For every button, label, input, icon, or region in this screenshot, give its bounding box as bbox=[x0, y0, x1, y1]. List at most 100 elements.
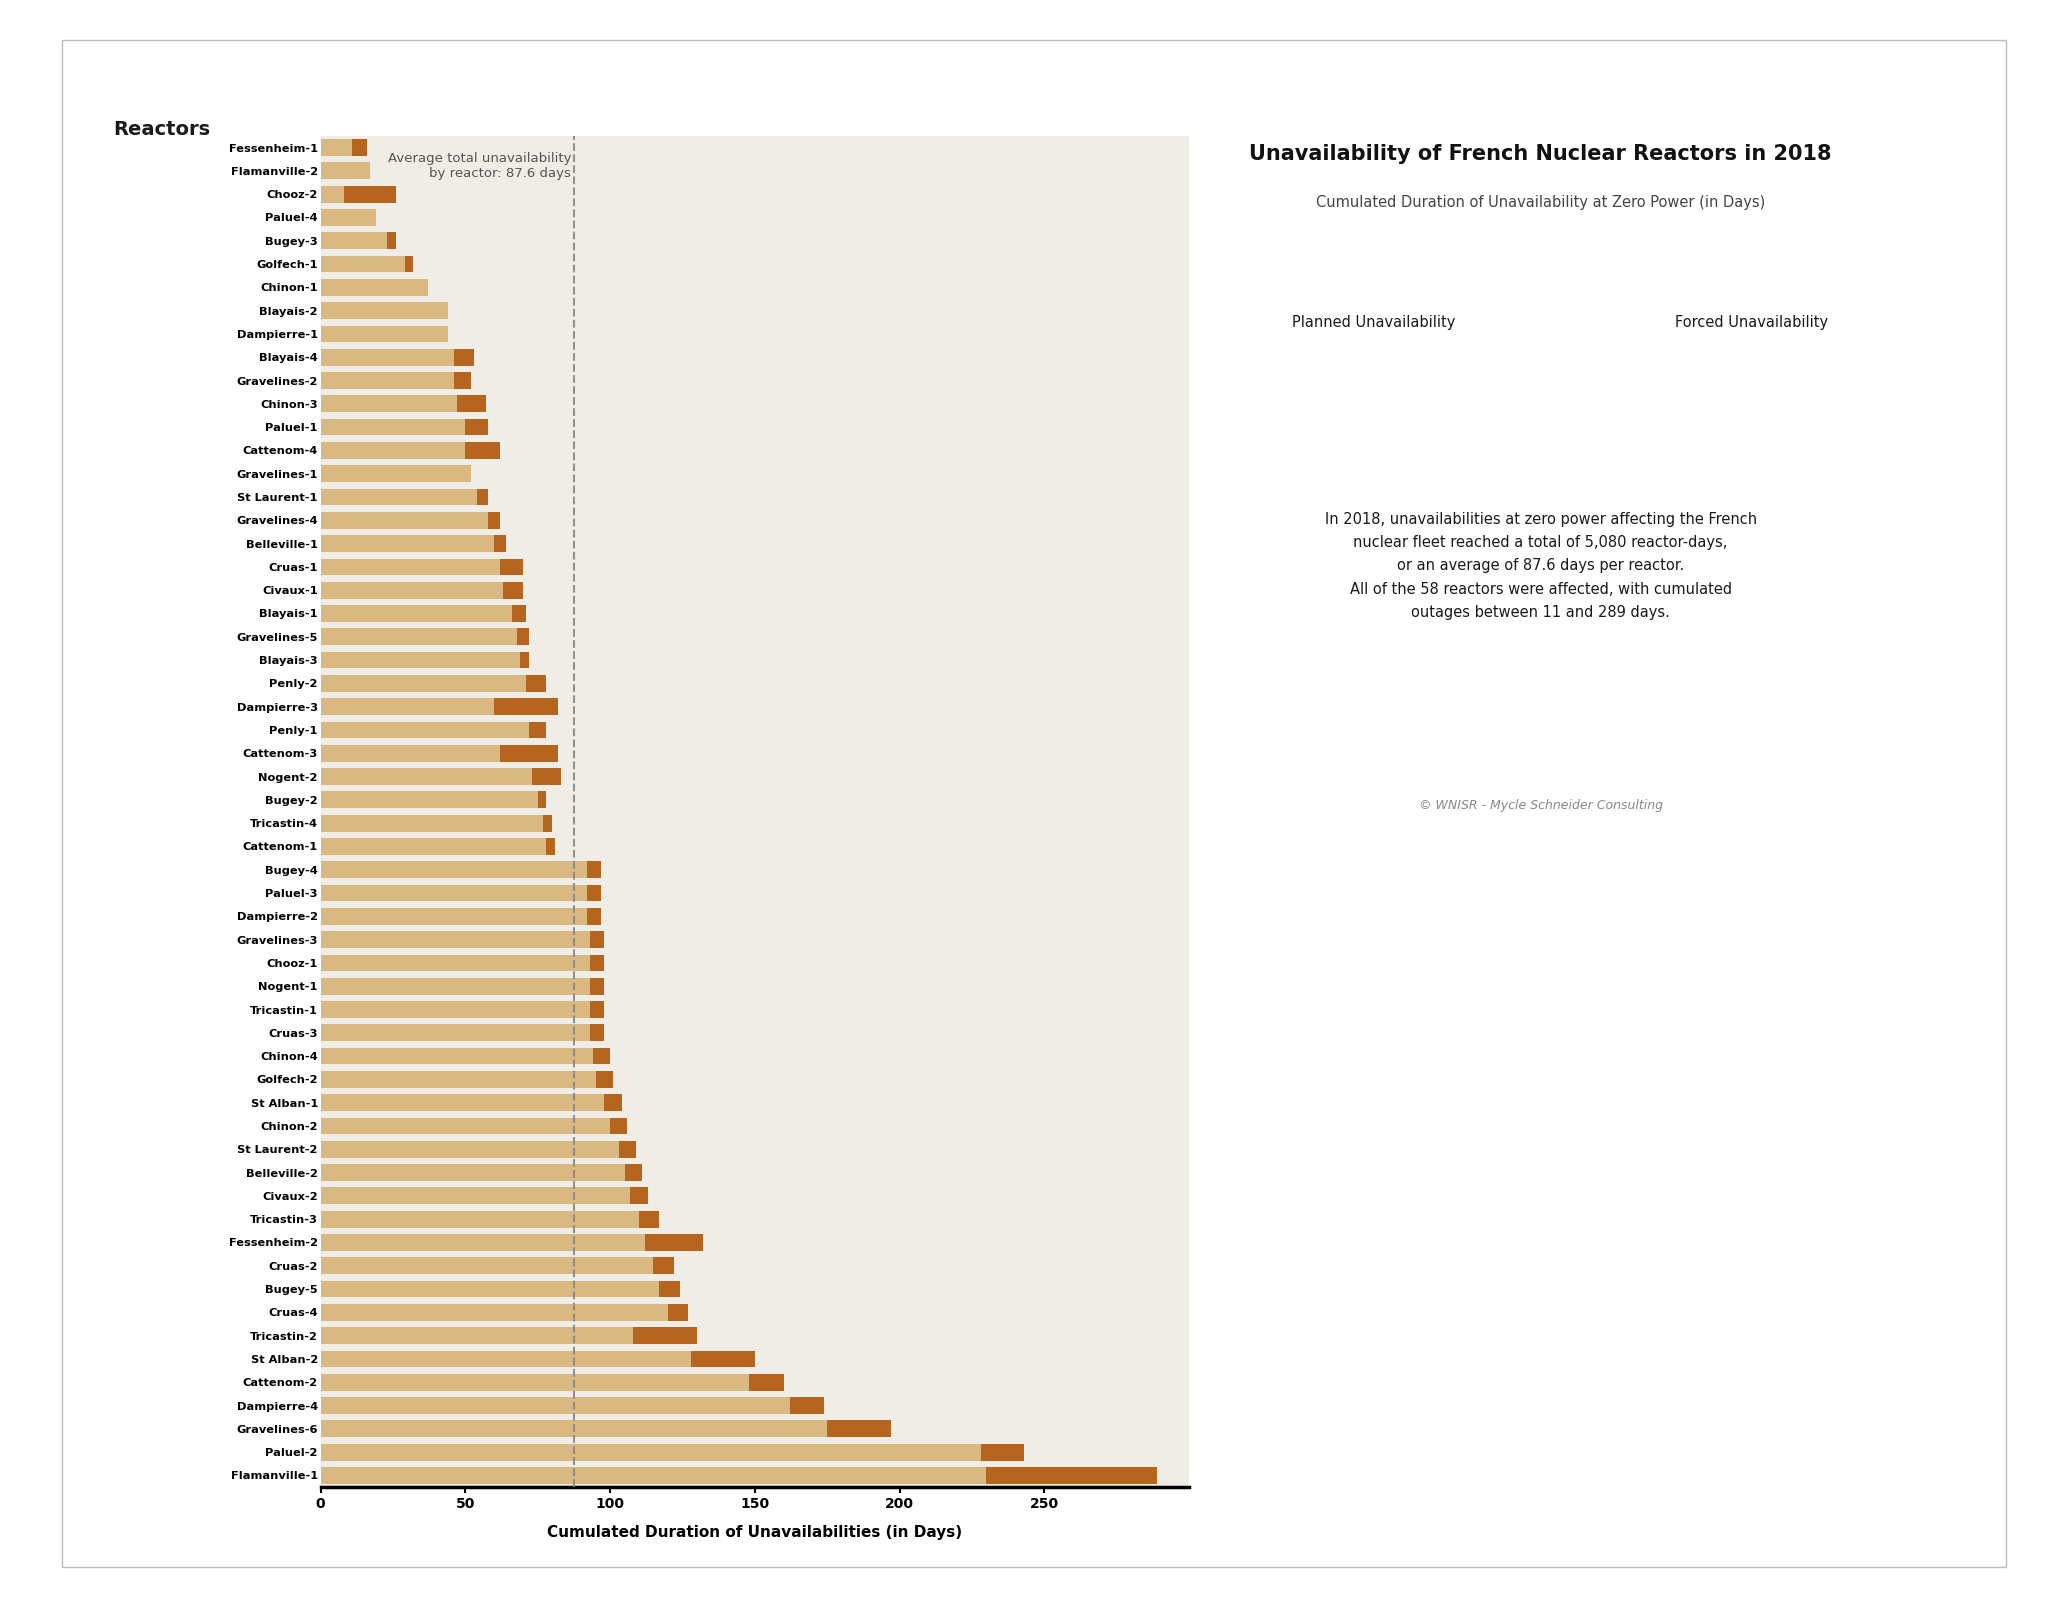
Bar bbox=[321, 721, 529, 739]
Bar bbox=[321, 278, 428, 296]
Bar bbox=[321, 209, 376, 225]
Bar bbox=[596, 1071, 612, 1087]
Text: © WNISR - Mycle Schneider Consulting: © WNISR - Mycle Schneider Consulting bbox=[1419, 800, 1663, 812]
Bar bbox=[321, 908, 587, 924]
Bar bbox=[321, 302, 449, 320]
Bar bbox=[457, 395, 486, 413]
Bar bbox=[321, 163, 370, 179]
Bar bbox=[321, 628, 517, 644]
Bar bbox=[321, 884, 587, 902]
Bar bbox=[604, 1094, 622, 1111]
Text: Unavailability of French Nuclear Reactors in 2018: Unavailability of French Nuclear Reactor… bbox=[1249, 144, 1832, 165]
Bar bbox=[321, 862, 587, 878]
Text: Cumulated Duration of Unavailability at Zero Power (in Days): Cumulated Duration of Unavailability at … bbox=[1315, 195, 1766, 209]
Bar bbox=[321, 395, 457, 413]
Bar bbox=[587, 884, 602, 902]
Bar bbox=[321, 373, 453, 389]
Bar bbox=[321, 419, 465, 435]
Bar bbox=[321, 1374, 749, 1391]
Bar bbox=[405, 256, 414, 272]
Bar bbox=[538, 792, 546, 807]
Bar bbox=[653, 1257, 674, 1274]
Bar bbox=[529, 721, 546, 739]
Bar bbox=[321, 1001, 589, 1019]
Bar bbox=[488, 512, 500, 529]
Bar bbox=[594, 1047, 610, 1065]
Bar bbox=[321, 1234, 645, 1250]
Bar bbox=[321, 1444, 980, 1460]
Bar bbox=[691, 1351, 755, 1367]
Bar bbox=[321, 699, 494, 715]
Bar bbox=[980, 1444, 1024, 1460]
Bar bbox=[465, 419, 488, 435]
Bar bbox=[321, 1210, 639, 1228]
Bar bbox=[790, 1398, 825, 1414]
Bar bbox=[525, 675, 546, 692]
Bar bbox=[668, 1303, 689, 1321]
Bar bbox=[321, 815, 544, 831]
Bar bbox=[321, 256, 405, 272]
Bar bbox=[321, 558, 500, 576]
Bar bbox=[343, 185, 395, 203]
Bar bbox=[321, 465, 472, 481]
Bar bbox=[589, 1025, 604, 1041]
Bar bbox=[321, 1466, 986, 1484]
Bar bbox=[546, 838, 554, 855]
Bar bbox=[321, 1047, 594, 1065]
Text: Reactors: Reactors bbox=[114, 120, 211, 139]
Bar bbox=[321, 1327, 633, 1345]
Bar bbox=[544, 815, 552, 831]
Bar bbox=[321, 1398, 790, 1414]
Bar bbox=[517, 628, 529, 644]
Bar bbox=[321, 489, 478, 505]
Bar bbox=[321, 675, 525, 692]
Bar bbox=[321, 1281, 660, 1297]
Bar bbox=[321, 979, 589, 995]
Bar bbox=[321, 838, 546, 855]
Bar bbox=[321, 232, 387, 249]
Bar bbox=[589, 1001, 604, 1019]
Bar bbox=[321, 349, 453, 366]
Bar bbox=[494, 699, 558, 715]
Bar bbox=[827, 1420, 891, 1438]
Bar bbox=[321, 185, 343, 203]
Bar bbox=[521, 652, 529, 668]
Bar bbox=[587, 862, 602, 878]
Bar bbox=[321, 652, 521, 668]
Text: Average total unavailability
by reactor: 87.6 days: Average total unavailability by reactor:… bbox=[389, 152, 571, 181]
Bar bbox=[321, 768, 531, 785]
Bar bbox=[321, 1094, 604, 1111]
Bar bbox=[587, 908, 602, 924]
Bar bbox=[321, 326, 449, 342]
Bar bbox=[321, 536, 494, 552]
Bar bbox=[321, 1118, 610, 1134]
Bar bbox=[321, 582, 503, 598]
Bar bbox=[625, 1164, 641, 1182]
Bar bbox=[321, 955, 589, 971]
Bar bbox=[503, 582, 523, 598]
Bar bbox=[321, 139, 352, 157]
Bar bbox=[633, 1327, 697, 1345]
X-axis label: Cumulated Duration of Unavailabilities (in Days): Cumulated Duration of Unavailabilities (… bbox=[548, 1525, 962, 1540]
Bar bbox=[321, 1303, 668, 1321]
Bar bbox=[321, 1257, 653, 1274]
Bar bbox=[589, 979, 604, 995]
Bar bbox=[321, 1025, 589, 1041]
Bar bbox=[321, 1351, 691, 1367]
Bar bbox=[352, 139, 366, 157]
Text: Planned Unavailability: Planned Unavailability bbox=[1292, 315, 1456, 331]
Bar bbox=[453, 373, 472, 389]
Bar bbox=[321, 441, 465, 459]
Bar bbox=[618, 1142, 637, 1158]
Bar bbox=[986, 1466, 1158, 1484]
Text: Forced Unavailability: Forced Unavailability bbox=[1675, 315, 1828, 331]
Bar bbox=[478, 489, 488, 505]
Bar bbox=[631, 1188, 647, 1204]
Bar bbox=[321, 1071, 596, 1087]
Bar bbox=[610, 1118, 627, 1134]
Bar bbox=[321, 1420, 827, 1438]
Bar bbox=[645, 1234, 703, 1250]
Bar bbox=[749, 1374, 784, 1391]
Bar bbox=[660, 1281, 680, 1297]
Bar bbox=[494, 536, 507, 552]
